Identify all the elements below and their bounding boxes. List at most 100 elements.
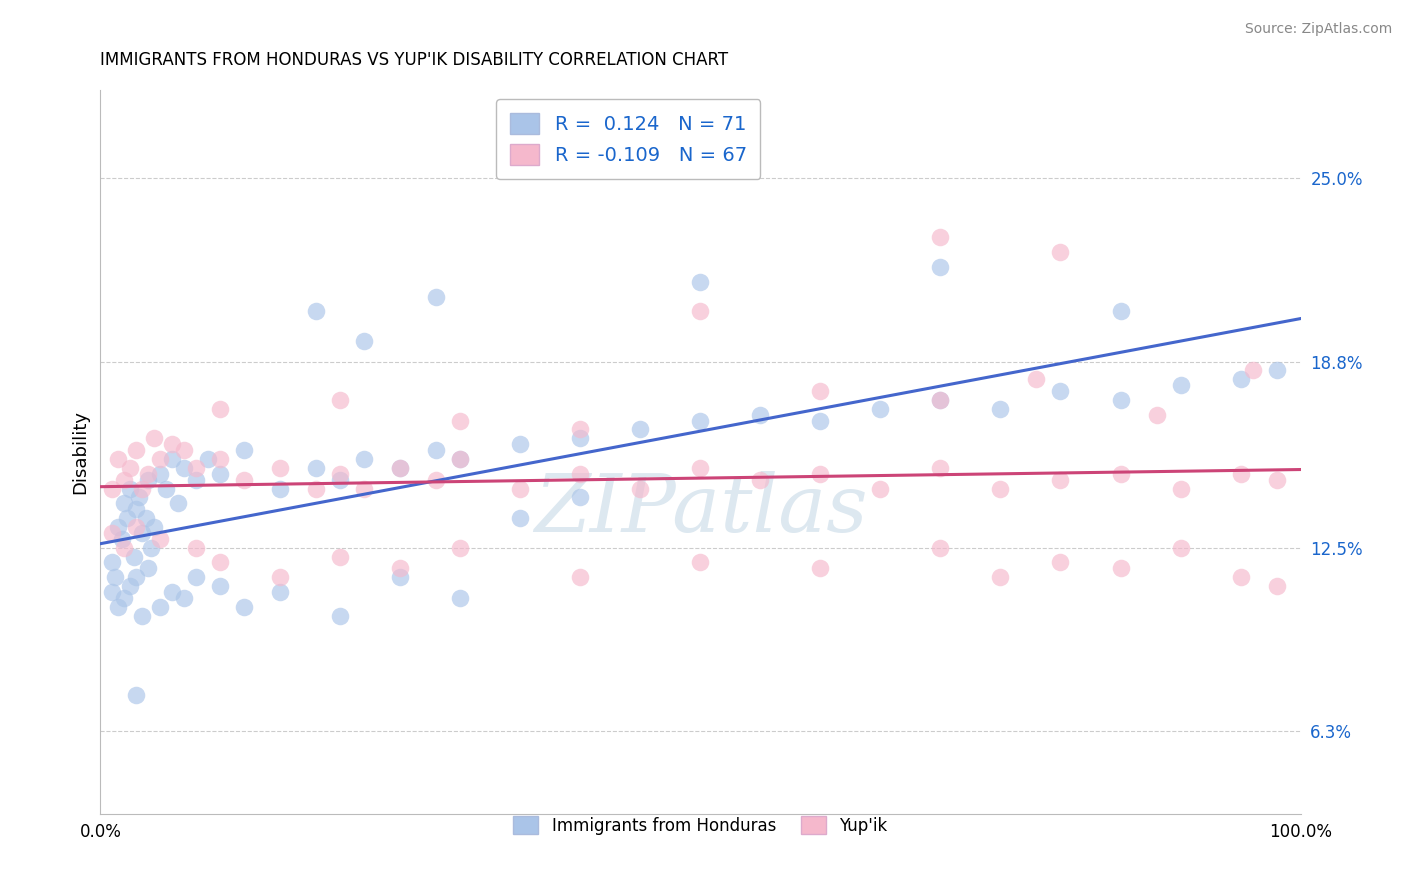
- Point: [167, 496, 190, 510]
- Y-axis label: Disability: Disability: [72, 409, 89, 493]
- Point: [329, 608, 352, 623]
- Point: [1049, 384, 1071, 398]
- Point: [112, 541, 135, 555]
- Point: [1049, 245, 1071, 260]
- Point: [209, 452, 232, 467]
- Point: [353, 334, 375, 348]
- Point: [509, 482, 531, 496]
- Point: [138, 473, 160, 487]
- Point: [107, 452, 129, 467]
- Point: [197, 452, 219, 467]
- Text: Source: ZipAtlas.com: Source: ZipAtlas.com: [1244, 22, 1392, 37]
- Point: [1109, 467, 1132, 481]
- Point: [112, 591, 135, 605]
- Point: [138, 467, 160, 481]
- Point: [569, 422, 592, 436]
- Point: [305, 304, 328, 318]
- Point: [1265, 473, 1288, 487]
- Point: [689, 556, 711, 570]
- Point: [120, 482, 142, 496]
- Point: [1265, 363, 1288, 377]
- Point: [509, 437, 531, 451]
- Point: [149, 532, 172, 546]
- Point: [128, 491, 150, 505]
- Point: [1229, 570, 1251, 584]
- Point: [122, 549, 145, 564]
- Point: [305, 461, 328, 475]
- Point: [131, 608, 153, 623]
- Point: [131, 525, 153, 540]
- Point: [101, 556, 124, 570]
- Point: [209, 401, 232, 416]
- Point: [389, 461, 412, 475]
- Point: [1170, 482, 1192, 496]
- Point: [749, 408, 772, 422]
- Point: [1049, 473, 1071, 487]
- Point: [749, 473, 772, 487]
- Point: [233, 443, 256, 458]
- Point: [689, 304, 711, 318]
- Point: [449, 591, 471, 605]
- Point: [186, 541, 208, 555]
- Point: [329, 549, 352, 564]
- Point: [628, 482, 651, 496]
- Point: [689, 414, 711, 428]
- Point: [101, 482, 124, 496]
- Point: [269, 570, 291, 584]
- Point: [929, 392, 952, 407]
- Point: [1229, 467, 1251, 481]
- Point: [1109, 392, 1132, 407]
- Point: [1049, 556, 1071, 570]
- Point: [115, 511, 138, 525]
- Point: [155, 482, 177, 496]
- Point: [929, 392, 952, 407]
- Point: [449, 452, 471, 467]
- Point: [810, 384, 832, 398]
- Point: [233, 599, 256, 614]
- Point: [425, 443, 447, 458]
- Point: [162, 437, 184, 451]
- Point: [269, 585, 291, 599]
- Point: [389, 570, 412, 584]
- Point: [1025, 372, 1047, 386]
- Point: [233, 473, 256, 487]
- Point: [569, 570, 592, 584]
- Point: [173, 461, 195, 475]
- Point: [135, 511, 157, 525]
- Point: [810, 561, 832, 575]
- Point: [269, 482, 291, 496]
- Point: [149, 599, 172, 614]
- Point: [111, 532, 134, 546]
- Point: [353, 482, 375, 496]
- Point: [149, 452, 172, 467]
- Point: [138, 561, 160, 575]
- Point: [569, 491, 592, 505]
- Point: [173, 443, 195, 458]
- Point: [1265, 579, 1288, 593]
- Point: [125, 502, 148, 516]
- Point: [929, 541, 952, 555]
- Point: [509, 511, 531, 525]
- Point: [209, 556, 232, 570]
- Point: [990, 570, 1012, 584]
- Point: [329, 392, 352, 407]
- Point: [149, 467, 172, 481]
- Point: [929, 230, 952, 244]
- Point: [810, 467, 832, 481]
- Point: [186, 461, 208, 475]
- Point: [353, 452, 375, 467]
- Point: [869, 401, 891, 416]
- Point: [125, 443, 148, 458]
- Point: [869, 482, 891, 496]
- Point: [389, 461, 412, 475]
- Point: [1109, 561, 1132, 575]
- Point: [425, 289, 447, 303]
- Point: [107, 599, 129, 614]
- Point: [143, 431, 166, 445]
- Point: [120, 461, 142, 475]
- Point: [162, 452, 184, 467]
- Point: [101, 525, 124, 540]
- Point: [139, 541, 162, 555]
- Point: [112, 496, 135, 510]
- Point: [689, 275, 711, 289]
